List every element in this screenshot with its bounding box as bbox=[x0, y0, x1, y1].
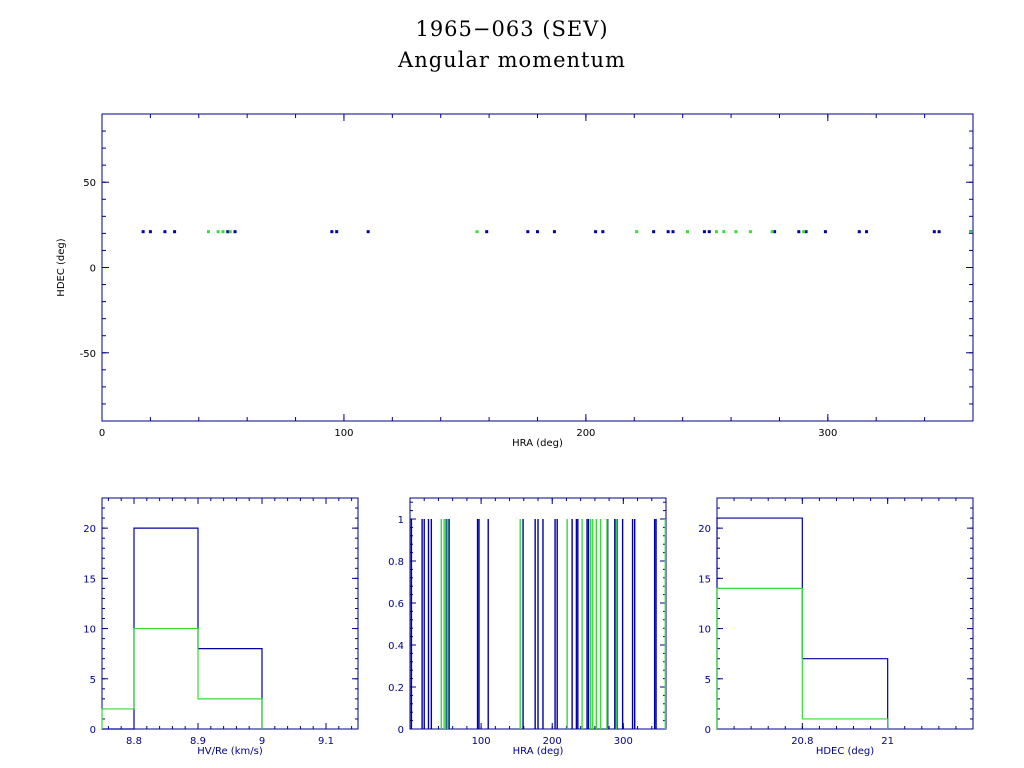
hist-hra-y-tick-label: 0.4 bbox=[388, 641, 404, 652]
main-y-tick-label: 0 bbox=[90, 264, 96, 275]
chart-title-line1: 1965−063 (SEV) bbox=[415, 17, 609, 41]
main-point-blue bbox=[804, 230, 808, 234]
main-point-blue bbox=[666, 230, 670, 234]
hist-hra-x-axis-title: HRA (deg) bbox=[513, 746, 564, 757]
main-point-blue bbox=[173, 230, 177, 234]
main-point-blue bbox=[707, 230, 711, 234]
main-x-tick-label: 200 bbox=[576, 428, 595, 439]
hist-hra-y-tick-label: 0.8 bbox=[388, 557, 404, 568]
main-point-green bbox=[770, 230, 774, 234]
hist-hv-plot-frame bbox=[101, 497, 359, 730]
hist-hv-x-tick-label: 8.8 bbox=[126, 736, 142, 747]
hist-hv-step-blue bbox=[102, 527, 263, 730]
main-point-blue bbox=[594, 230, 598, 234]
hist-hv-step-green bbox=[101, 627, 263, 729]
hist-hra-x-tick-label: 300 bbox=[614, 736, 633, 747]
hist-hdec-x-axis-title: HDEC (deg) bbox=[816, 746, 874, 757]
main-y-tick-label: -50 bbox=[80, 349, 96, 360]
hist-hv-x-axis-title: HV/Re (km/s) bbox=[197, 746, 263, 757]
main-point-blue bbox=[797, 230, 801, 234]
main-point-green bbox=[734, 230, 738, 234]
hist-hv-y-tick-label: 15 bbox=[83, 574, 96, 585]
hist-hdec-step-green bbox=[716, 587, 889, 729]
main-point-blue bbox=[233, 230, 237, 234]
main-point-blue bbox=[536, 230, 539, 234]
main-point-blue bbox=[226, 230, 230, 234]
main-point-blue bbox=[148, 230, 152, 234]
main-point-green bbox=[475, 230, 479, 234]
main-y-tick-label: 50 bbox=[83, 178, 96, 189]
main-point-green bbox=[748, 230, 752, 234]
main-point-blue bbox=[932, 230, 936, 234]
main-point-blue bbox=[671, 230, 675, 234]
main-point-green bbox=[715, 230, 719, 234]
main-point-blue bbox=[865, 230, 869, 234]
hist-hra-y-tick-label: 1 bbox=[398, 515, 404, 526]
main-plot-frame bbox=[101, 113, 974, 422]
hist-hv-y-tick-label: 10 bbox=[83, 625, 96, 636]
hist-hra-y-tick-label: 0 bbox=[398, 725, 404, 736]
main-point-blue bbox=[485, 230, 489, 234]
hist-hv-y-tick-label: 20 bbox=[83, 524, 96, 535]
main-point-blue bbox=[526, 230, 530, 234]
main-point-blue bbox=[773, 230, 777, 234]
main-y-axis-title: HDEC (deg) bbox=[56, 238, 67, 296]
main-x-tick-label: 300 bbox=[818, 428, 837, 439]
hist-hra-x-tick-label: 100 bbox=[472, 736, 491, 747]
hist-hv-y-tick-label: 5 bbox=[90, 675, 96, 686]
main-point-green bbox=[228, 230, 232, 234]
main-point-green bbox=[216, 230, 220, 234]
main-point-blue bbox=[163, 230, 167, 234]
hist-hdec-x-tick-label: 21 bbox=[881, 736, 894, 747]
main-point-blue bbox=[366, 230, 370, 234]
main-point-blue bbox=[652, 230, 656, 234]
main-point-green bbox=[969, 230, 973, 234]
chart-title: 1965−063 (SEV) Angular momentum bbox=[0, 14, 1024, 76]
hist-hdec-y-tick-label: 20 bbox=[698, 524, 711, 535]
hist-hdec-plot-frame bbox=[716, 497, 974, 730]
main-point-green bbox=[206, 230, 210, 234]
hist-hdec-x-tick-label: 20.8 bbox=[791, 736, 813, 747]
main-point-blue bbox=[330, 230, 334, 234]
hist-hra-x-tick-label: 200 bbox=[543, 736, 562, 747]
hist-hdec-y-tick-label: 5 bbox=[705, 675, 711, 686]
hist-hv-x-tick-label: 9.1 bbox=[318, 736, 334, 747]
main-point-blue bbox=[702, 230, 706, 234]
main-point-blue bbox=[552, 230, 556, 234]
main-point-green bbox=[802, 230, 806, 234]
main-point-blue bbox=[335, 230, 339, 234]
hist-hv-y-tick-label: 0 bbox=[90, 725, 96, 736]
hist-hdec-y-tick-label: 0 bbox=[705, 725, 711, 736]
main-point-blue bbox=[141, 230, 145, 234]
main-point-blue bbox=[823, 230, 827, 234]
hist-hdec-y-tick-label: 15 bbox=[698, 574, 711, 585]
main-point-green bbox=[686, 230, 690, 234]
hist-hdec-y-tick-label: 10 bbox=[698, 625, 711, 636]
main-point-blue bbox=[937, 230, 941, 234]
main-point-green bbox=[221, 230, 225, 234]
main-x-tick-label: 100 bbox=[334, 428, 353, 439]
hist-hra-y-tick-label: 0.2 bbox=[388, 683, 404, 694]
hist-hra-y-tick-label: 0.6 bbox=[388, 599, 404, 610]
chart-title-line2: Angular momentum bbox=[398, 48, 626, 72]
main-x-tick-label: 0 bbox=[99, 428, 105, 439]
main-point-blue bbox=[857, 230, 861, 234]
hist-hv-x-tick-label: 9 bbox=[259, 736, 265, 747]
hist-hv-x-tick-label: 8.9 bbox=[190, 736, 206, 747]
main-x-axis-title: HRA (deg) bbox=[512, 438, 563, 449]
main-point-blue bbox=[601, 230, 605, 234]
main-point-green bbox=[722, 230, 726, 234]
main-point-green bbox=[635, 230, 639, 234]
